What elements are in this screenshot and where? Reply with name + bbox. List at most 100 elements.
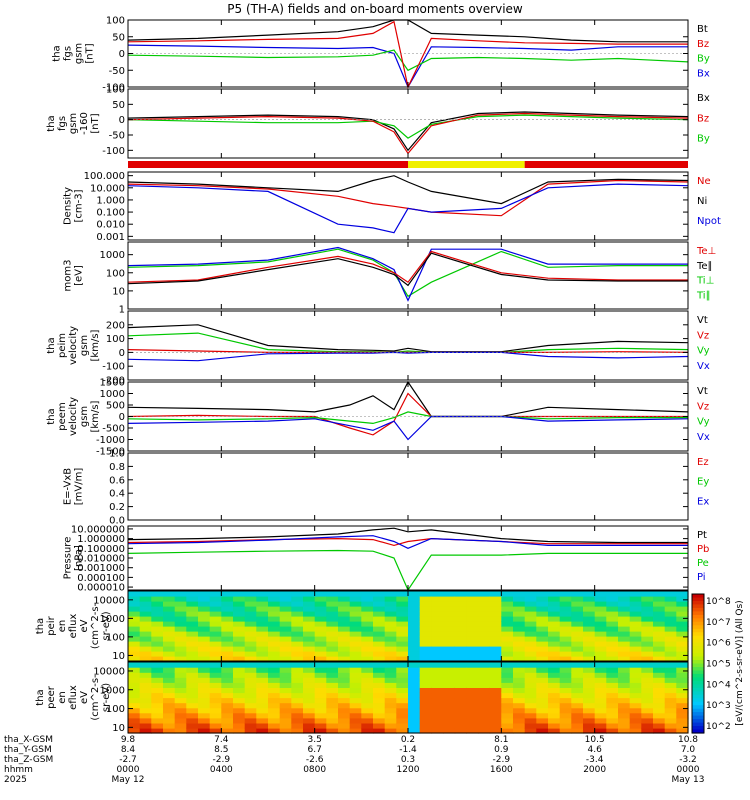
colorbar-cell xyxy=(692,677,704,682)
heatmap-cell xyxy=(653,687,666,694)
heatmap-cell xyxy=(583,611,596,617)
heatmap-cell xyxy=(198,596,211,602)
panel-frame xyxy=(127,310,689,381)
heatmap-cell xyxy=(501,636,514,642)
heatmap-cell xyxy=(594,707,607,714)
heatmap-cell xyxy=(489,722,502,729)
heatmap-cell xyxy=(501,682,514,688)
y-axis-label: E=-VxB xyxy=(63,468,74,505)
heatmap-cell xyxy=(629,591,642,597)
heatmap-cell xyxy=(338,636,351,642)
heatmap-cell xyxy=(244,606,257,612)
heatmap-cell xyxy=(128,687,141,694)
heatmap-cell xyxy=(314,677,327,683)
heatmap-cell xyxy=(501,616,514,622)
heatmap-cell xyxy=(513,717,526,724)
heatmap-cell xyxy=(583,651,596,657)
heatmap-cell xyxy=(314,641,327,647)
heatmap-cell xyxy=(408,621,421,627)
x-axis-row-value: 1200 xyxy=(397,765,420,775)
heatmap-cell xyxy=(209,692,222,699)
heatmap-cell xyxy=(186,591,199,597)
heatmap-cell xyxy=(396,727,409,734)
y-tick-label: 0 xyxy=(119,348,125,359)
colorbar-frame xyxy=(691,593,705,734)
heatmap-cell xyxy=(209,641,222,647)
series-line-Bz xyxy=(127,20,688,89)
colorbar-cell xyxy=(692,604,704,609)
heatmap-cell xyxy=(151,616,164,622)
heatmap-cell xyxy=(594,646,607,652)
legend-label: Ti∥ xyxy=(696,290,711,301)
heatmap-cell xyxy=(606,641,619,647)
heatmap-cell xyxy=(431,611,444,617)
heatmap-cell xyxy=(128,611,141,617)
heatmap-cell xyxy=(233,707,246,714)
heatmap-cell xyxy=(653,636,666,642)
heatmap-cell xyxy=(163,636,176,642)
heatmap-cell xyxy=(606,621,619,627)
heatmap-cell xyxy=(163,646,176,652)
heatmap-cell xyxy=(291,662,304,668)
heatmap-cell xyxy=(454,611,467,617)
heatmap-cell xyxy=(291,727,304,734)
heatmap-cell xyxy=(443,616,456,622)
heatmap-cell xyxy=(466,667,479,673)
heatmap-cell xyxy=(618,646,631,652)
y-tick-label: 100 xyxy=(106,268,125,279)
heatmap-cell xyxy=(361,656,374,662)
heatmap-cell xyxy=(618,717,631,724)
heatmap-cell xyxy=(338,717,351,724)
heatmap-cell xyxy=(209,591,222,597)
heatmap-cell xyxy=(128,662,141,668)
heatmap-cell xyxy=(524,616,537,622)
heatmap-cell xyxy=(536,702,549,709)
y-tick-label: 1000 xyxy=(100,389,125,400)
heatmap-cell xyxy=(186,672,199,678)
heatmap-cell xyxy=(198,606,211,612)
heatmap-cell xyxy=(583,702,596,709)
heatmap-cell xyxy=(303,717,316,724)
heatmap-cell xyxy=(664,636,677,642)
heatmap-cell xyxy=(198,611,211,617)
heatmap-cell xyxy=(641,697,654,704)
heatmap-cell xyxy=(384,656,397,662)
heatmap-cell xyxy=(524,717,537,724)
heatmap-cell xyxy=(396,656,409,662)
heatmap-cell xyxy=(489,702,502,709)
heatmap-cell xyxy=(524,601,537,607)
heatmap-cell xyxy=(128,677,141,683)
legend-label: Pe xyxy=(697,558,709,569)
heatmap-cell xyxy=(384,702,397,709)
y-axis-label: tha xyxy=(35,689,46,705)
heatmap-cell xyxy=(524,606,537,612)
y-tick-label: 0 xyxy=(119,412,125,423)
heatmap-cell xyxy=(454,677,467,683)
colorbar-cell xyxy=(692,722,704,727)
heatmap-cell xyxy=(396,621,409,627)
heatmap-cell xyxy=(163,727,176,734)
heatmap-cell xyxy=(139,722,152,729)
heatmap-cell xyxy=(233,631,246,637)
heatmap-cell xyxy=(431,616,444,622)
heatmap-cell xyxy=(233,667,246,673)
y-tick-label: 10 xyxy=(112,286,125,297)
y-axis-label: tha xyxy=(46,337,57,353)
heatmap-cell xyxy=(618,631,631,637)
heatmap-cell xyxy=(653,596,666,602)
heatmap-cell xyxy=(513,702,526,709)
heatmap-cell xyxy=(548,656,561,662)
heatmap-cell xyxy=(209,626,222,632)
heatmap-cell xyxy=(664,707,677,714)
colorbar-tick-label: 10^4 xyxy=(706,680,731,690)
heatmap-cell xyxy=(466,727,479,734)
heatmap-cell xyxy=(174,606,187,612)
y-axis-label: eflux xyxy=(68,685,79,710)
heatmap-cell xyxy=(338,667,351,673)
heatmap-cell xyxy=(641,677,654,683)
heatmap-cell xyxy=(163,712,176,719)
heatmap-cell xyxy=(256,717,269,724)
heatmap-cell xyxy=(209,636,222,642)
heatmap-cell xyxy=(268,662,281,668)
heatmap-cell xyxy=(139,682,152,688)
